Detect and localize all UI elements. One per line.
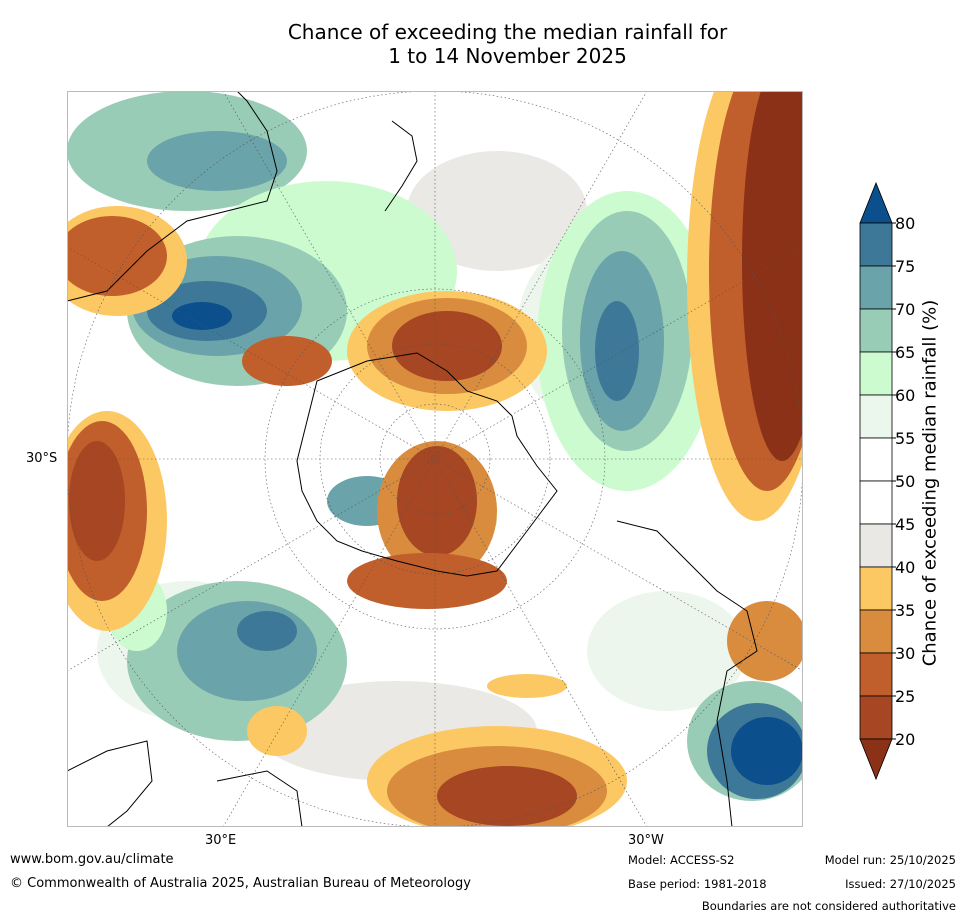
colorbar-bin-20-25 <box>859 695 893 740</box>
title-line-2: 1 to 14 November 2025 <box>388 44 627 68</box>
colorbar-bin-35-40 <box>859 566 893 611</box>
colorbar-tick-label: 65 <box>895 343 915 362</box>
colorbar-bin-below-20 <box>859 738 893 781</box>
disclaimer-text: Boundaries are not considered authoritat… <box>701 899 956 913</box>
new-zealand-coastline <box>384 120 418 212</box>
colorbar-tick-label: 35 <box>895 601 915 620</box>
colorbar-tick-label: 80 <box>895 214 915 233</box>
colorbar-bin-65-70 <box>859 308 893 353</box>
africa-coastline <box>67 740 153 827</box>
colorbar-bin-25-30 <box>859 652 893 697</box>
colorbar-bin-55-60 <box>859 394 893 439</box>
colorbar-title: Chance of exceeding median rainfall (%) <box>919 299 941 667</box>
colorbar-tick-label: 25 <box>895 687 915 706</box>
lon-label-30e: 30°E <box>205 833 237 848</box>
colorbar-tick-label: 55 <box>895 429 915 448</box>
wetter-than-median-areas <box>67 91 803 801</box>
chart-title: Chance of exceeding the median rainfall … <box>0 20 965 68</box>
lon-label-30w: 30°W <box>628 833 664 848</box>
antarctica-coastline <box>296 352 558 577</box>
colorbar-tick-label: 60 <box>895 386 915 405</box>
colorbar-tick-label: 50 <box>895 472 915 491</box>
colorbar-tick-label: 45 <box>895 515 915 534</box>
title-line-1: Chance of exceeding the median rainfall … <box>287 20 728 44</box>
colorbar-tick-label: 30 <box>895 644 915 663</box>
colorbar-bin-60-65 <box>859 351 893 396</box>
issued-text: Issued: 27/10/2025 <box>845 877 956 891</box>
website-link[interactable]: www.bom.gov.au/climate <box>10 852 174 867</box>
model-text: Model: ACCESS-S2 <box>628 853 735 867</box>
south-america-coastline <box>616 520 758 827</box>
colorbar-tick-label: 40 <box>895 558 915 577</box>
base-period-text: Base period: 1981-2018 <box>628 877 767 891</box>
lat-label-30s: 30°S <box>26 451 58 466</box>
colorbar-bin-75-80 <box>859 222 893 267</box>
colorbar-bin-30-35 <box>859 609 893 654</box>
graticule <box>67 91 803 827</box>
madagascar-coastline <box>216 770 303 827</box>
model-run-text: Model run: 25/10/2025 <box>824 853 956 867</box>
colorbar-tick-label: 70 <box>895 300 915 319</box>
australia-coastline <box>67 91 278 302</box>
coastlines <box>67 91 758 827</box>
copyright-text: © Commonwealth of Australia 2025, Austra… <box>10 876 471 891</box>
colorbar-bin-50-55 <box>859 437 893 482</box>
colorbar-tick-label: 75 <box>895 257 915 276</box>
colorbar-bin-45-50 <box>859 480 893 525</box>
colorbar-bin-70-75 <box>859 265 893 310</box>
rainfall-map <box>67 91 803 827</box>
colorbar-bin-40-45 <box>859 523 893 568</box>
colorbar-bin-80 <box>859 181 893 224</box>
colorbar-legend: 80 75 70 65 60 55 50 45 40 35 30 25 20 <box>859 181 915 781</box>
colorbar-tick-label: 20 <box>895 730 915 749</box>
